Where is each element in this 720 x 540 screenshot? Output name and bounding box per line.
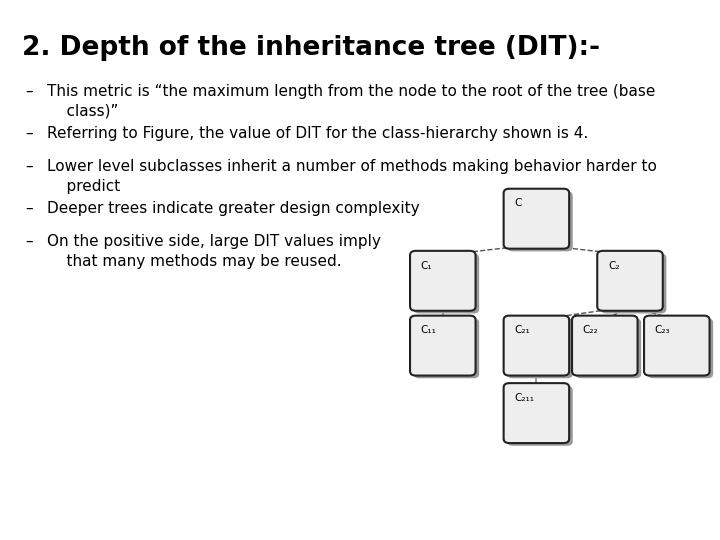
Text: 2. Depth of the inheritance tree (DIT):-: 2. Depth of the inheritance tree (DIT):-	[22, 35, 600, 61]
Text: C: C	[515, 199, 522, 208]
Text: that many methods may be reused.: that many methods may be reused.	[47, 254, 341, 269]
FancyBboxPatch shape	[413, 254, 480, 313]
FancyBboxPatch shape	[507, 192, 573, 252]
Text: C₂₂: C₂₂	[583, 325, 598, 335]
FancyBboxPatch shape	[504, 189, 569, 248]
Text: Lower level subclasses inherit a number of methods making behavior harder to: Lower level subclasses inherit a number …	[47, 159, 657, 174]
Text: Referring to Figure, the value of DIT for the class-hierarchy shown is 4.: Referring to Figure, the value of DIT fo…	[47, 126, 588, 141]
Text: –: –	[25, 234, 33, 249]
FancyBboxPatch shape	[507, 319, 573, 378]
FancyBboxPatch shape	[598, 251, 662, 311]
FancyBboxPatch shape	[413, 319, 480, 378]
Text: C₂₃: C₂₃	[655, 325, 670, 335]
Text: C₂: C₂	[608, 261, 619, 271]
Text: –: –	[25, 201, 33, 216]
Text: –: –	[25, 84, 33, 99]
Text: C₂₁₁: C₂₁₁	[515, 393, 534, 403]
FancyBboxPatch shape	[576, 319, 641, 378]
FancyBboxPatch shape	[410, 315, 475, 376]
FancyBboxPatch shape	[507, 386, 573, 446]
FancyBboxPatch shape	[572, 315, 638, 376]
FancyBboxPatch shape	[601, 254, 667, 313]
Text: Deeper trees indicate greater design complexity: Deeper trees indicate greater design com…	[47, 201, 420, 216]
Text: On the positive side, large DIT values imply: On the positive side, large DIT values i…	[47, 234, 381, 249]
Text: C₂₁: C₂₁	[515, 325, 530, 335]
Text: –: –	[25, 126, 33, 141]
FancyBboxPatch shape	[504, 383, 569, 443]
FancyBboxPatch shape	[648, 319, 713, 378]
Text: C₁: C₁	[420, 261, 433, 271]
FancyBboxPatch shape	[410, 251, 475, 311]
Text: class)”: class)”	[47, 104, 118, 119]
Text: C₁₁: C₁₁	[420, 325, 437, 335]
Text: This metric is “the maximum length from the node to the root of the tree (base: This metric is “the maximum length from …	[47, 84, 655, 99]
FancyBboxPatch shape	[644, 315, 709, 376]
Text: predict: predict	[47, 179, 120, 194]
FancyBboxPatch shape	[504, 315, 569, 376]
Text: –: –	[25, 159, 33, 174]
